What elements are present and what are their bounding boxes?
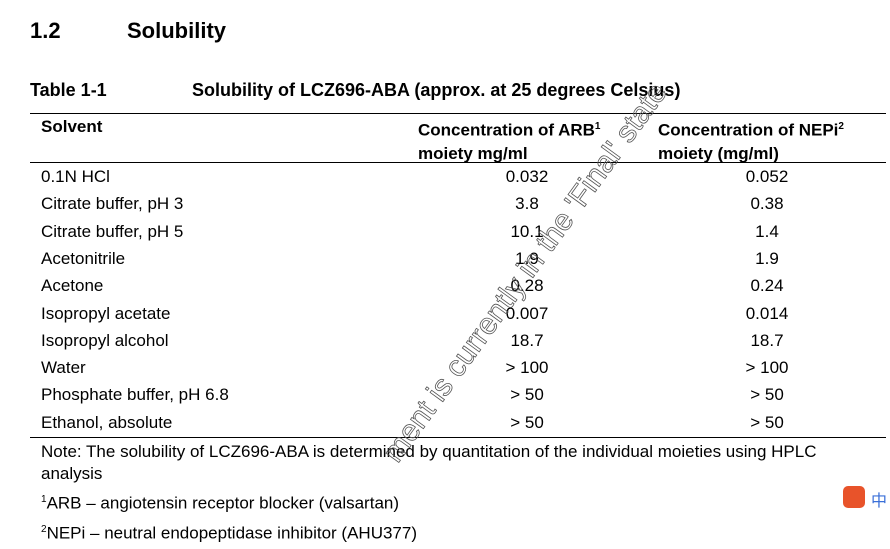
table-id: Table 1-1 [30,80,107,100]
rule [30,162,886,163]
header-unit: moiety mg/ml [418,143,528,163]
value-cell: 3.8 [515,194,539,214]
solvent-cell: Water [41,358,86,378]
value-cell: 0.052 [745,167,789,186]
solvent-cell: 0.1N HCl [41,167,110,186]
solvent-cell: Phosphate buffer, pH 6.8 [41,385,229,405]
header-cell: Concentration of NEPi2 moiety (mg/ml) [658,115,844,165]
header-unit: moiety (mg/ml) [658,143,779,163]
value-cell: 1.4 [755,221,779,241]
value-cell: 1.9 [755,248,779,268]
table-caption: Solubility of LCZ696-ABA (approx. at 25 … [192,80,681,100]
value-cell: 18.7 [510,330,544,350]
value-cell: 0.28 [510,276,544,296]
watermark: ment is currently in the 'Final' state [377,77,674,469]
footnote: 2NEPi – neutral endopeptidase inhibitor … [41,519,417,545]
rule [30,113,886,114]
footnote-text: ARB – angiotensin receptor blocker (vals… [46,493,400,513]
table-note: Note: The solubility of LCZ696-ABA is de… [41,442,817,483]
value-cell: 0.007 [505,303,549,323]
value-cell: > 50 [750,385,784,405]
solvent-cell: Isopropyl alcohol [41,330,169,350]
footnote-ref: 1 [594,121,601,132]
value-cell: 1.9 [515,248,539,268]
footnote-text: NEPi – neutral endopeptidase inhibitor (… [46,523,418,543]
value-cell: > 100 [505,358,549,378]
value-cell: 0.24 [750,276,784,296]
value-cell: 0.38 [750,194,784,214]
solvent-cell: Ethanol, absolute [41,412,173,432]
footnote-mark: 1 [41,494,47,505]
footnote-mark: 2 [41,524,47,535]
ime-label[interactable]: 中 [871,493,888,510]
solvent-cell: Citrate buffer, pH 3 [41,194,184,214]
value-cell: 10.1 [510,221,544,241]
value-cell: > 50 [510,412,544,432]
value-cell: 18.7 [750,330,784,350]
rule [30,437,886,438]
value-cell: > 50 [750,412,784,432]
solvent-cell: Acetonitrile [41,248,126,268]
solvent-cell: Citrate buffer, pH 5 [41,221,184,241]
solvent-cell: Acetone [41,276,104,296]
footnote-ref: 2 [838,121,844,132]
header-cell: Concentration of ARB1 moiety mg/ml [418,115,600,165]
value-cell: 0.014 [745,303,789,323]
header-cell: Solvent [41,117,103,136]
solvent-cell: Isopropyl acetate [41,303,171,323]
header-label: Concentration of NEPi [658,120,839,140]
footnote: 1ARB – angiotensin receptor blocker (val… [41,489,399,515]
value-cell: 0.032 [505,167,549,186]
value-cell: > 100 [745,358,789,378]
section-number: 1.2 [30,18,61,43]
header-label: Concentration of ARB [418,120,595,140]
ime-logo[interactable] [843,486,865,508]
section-title: Solubility [127,18,226,43]
value-cell: > 50 [510,385,544,405]
